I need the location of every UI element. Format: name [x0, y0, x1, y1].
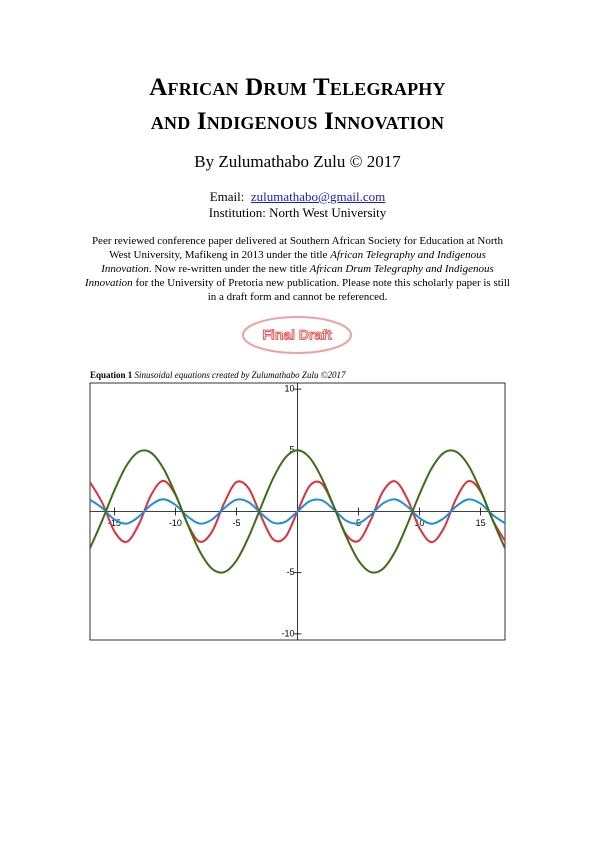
y-tick-label: -5 [286, 567, 294, 577]
abstract-segment: African Telegraphy and Indigenous Innova… [101, 249, 486, 275]
abstract-segment: . Now re-written under the new title [148, 263, 310, 275]
x-tick-label: -15 [108, 518, 121, 528]
y-tick-label: 10 [284, 383, 294, 393]
curve [89, 498, 506, 525]
stamp-text: Final Draft [262, 327, 332, 343]
email-label: Email: [209, 189, 245, 204]
abstract-segment: for the University of Pretoria new publi… [132, 277, 510, 303]
y-tick-label: -10 [281, 628, 294, 638]
y-tick-label: 5 [289, 445, 294, 455]
abstract-segment: Peer reviewed conference paper delivered… [91, 235, 504, 261]
x-tick-label: -10 [169, 518, 182, 528]
curve [89, 449, 506, 574]
stamp-border [242, 316, 352, 354]
caption-label: Equation 1 [90, 370, 133, 380]
stamp: Final Draft [242, 316, 352, 354]
email-link[interactable]: zulumathabo@gmail.com [250, 189, 386, 204]
x-tick-label: 15 [476, 518, 486, 528]
author: By Zulumathabo Zulu © 2017 [194, 152, 401, 171]
title-line: and Indigenous Innovation [150, 108, 445, 135]
abstract-segment: African Drum Telegraphy and Indigenous I… [85, 263, 494, 289]
x-tick-label: 10 [415, 518, 425, 528]
email-line: Email: zulumathabo@gmail.com [0, 189, 595, 205]
caption-text: Sinusoidal equations created by Zulumath… [134, 370, 346, 380]
title-line: African Drum Telegraphy [149, 74, 446, 101]
caption: Equation 1 Sinusoidal equations created … [90, 370, 346, 380]
x-tick-label: -5 [232, 518, 240, 528]
abstract: Peer reviewed conference paper delivered… [85, 234, 510, 304]
institution: Institution: North West University [208, 205, 387, 220]
